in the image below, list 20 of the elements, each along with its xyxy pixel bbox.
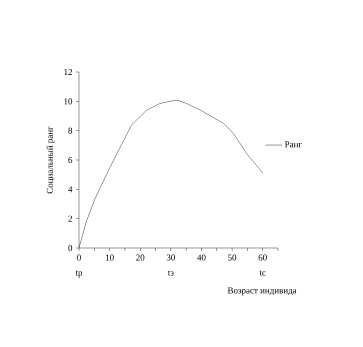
x-tick-label: 40 bbox=[197, 254, 206, 261]
x-axis-title: Возраст индивида bbox=[228, 288, 297, 296]
x-tick-label: 60 bbox=[258, 254, 267, 261]
text: tз bbox=[168, 270, 174, 276]
y-tick-label: 6 bbox=[68, 156, 72, 164]
x-tick-label: 20 bbox=[136, 254, 144, 261]
x-tick-label: 10 bbox=[106, 254, 114, 261]
y-tick-label: 10 bbox=[64, 98, 72, 104]
y-tick-label: 0 bbox=[68, 244, 72, 252]
x-tick-label: 50 bbox=[228, 254, 236, 261]
x-tick-label: 30 bbox=[166, 254, 175, 261]
text: tp bbox=[76, 270, 82, 278]
y-axis-title: Социальный ранг bbox=[46, 126, 55, 194]
y-tick-label: 8 bbox=[68, 128, 72, 134]
legend-label: Ранг bbox=[284, 141, 302, 148]
text: tc bbox=[260, 270, 266, 276]
x-tick-label: 0 bbox=[77, 254, 81, 261]
y-tick-label: 2 bbox=[68, 216, 72, 222]
y-tick-label: 12 bbox=[64, 69, 72, 75]
y-tick-label: 4 bbox=[68, 186, 72, 192]
